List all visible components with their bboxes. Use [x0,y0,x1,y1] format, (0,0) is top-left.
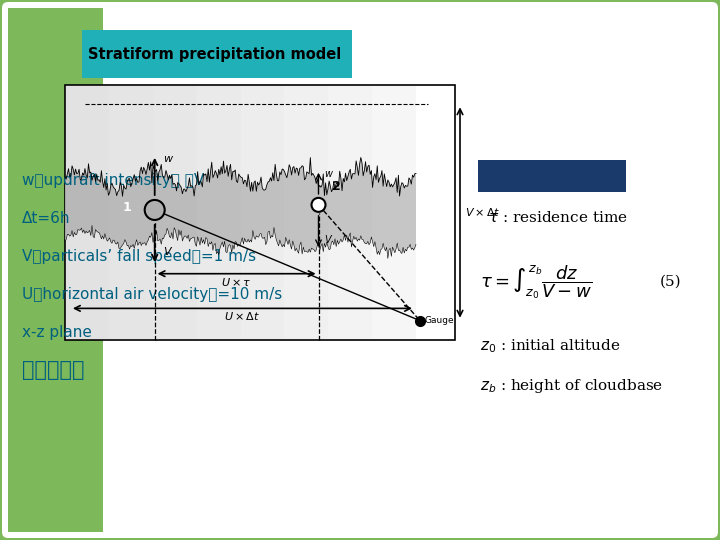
Bar [65,85,455,340]
Text: $V\times\Delta t$: $V\times\Delta t$ [465,206,500,219]
Text: w: w [163,154,172,164]
Bar [478,160,626,192]
Text: Δt=6h: Δt=6h [22,211,70,226]
Bar [8,8,103,532]
Text: (5): (5) [660,275,682,289]
Text: x-z plane: x-z plane [22,325,91,340]
Text: $z_b$ : height of cloudbase: $z_b$ : height of cloudbase [480,377,663,395]
Bar [153,85,197,340]
Text: V（particals’ fall speed）=1 m/s: V（particals’ fall speed）=1 m/s [22,249,256,264]
Text: $z_0$ : initial altitude: $z_0$ : initial altitude [480,337,621,355]
Text: 基本假設：: 基本假設： [22,360,84,380]
Bar [65,85,109,340]
Circle shape [145,200,165,220]
Bar [240,85,284,340]
Text: Gauge: Gauge [425,316,454,325]
Text: $\tau = \int_{z_0}^{z_b} \dfrac{dz}{V - w}$: $\tau = \int_{z_0}^{z_b} \dfrac{dz}{V - … [480,264,593,301]
Text: $\tau$ : residence time: $\tau$ : residence time [488,211,628,226]
Text: V: V [325,235,331,245]
Text: 2: 2 [332,180,341,193]
Text: V: V [163,247,171,257]
Text: 1: 1 [122,201,131,214]
Circle shape [312,198,325,212]
Bar [197,85,240,340]
Bar [372,85,416,340]
Polygon shape [65,158,416,259]
Bar [328,85,372,340]
Bar [284,85,328,340]
Text: U（horizontal air velocity）=10 m/s: U（horizontal air velocity）=10 m/s [22,287,282,302]
Text: Stratiform precipitation model: Stratiform precipitation model [88,46,341,62]
Text: w: w [325,169,333,179]
Text: $U\times\Delta t$: $U\times\Delta t$ [225,310,261,322]
Bar [109,85,153,340]
Bar [82,30,352,78]
Text: w（updraft intensity） ＜V: w（updraft intensity） ＜V [22,173,204,188]
Text: $U\times\tau$: $U\times\tau$ [221,276,252,288]
